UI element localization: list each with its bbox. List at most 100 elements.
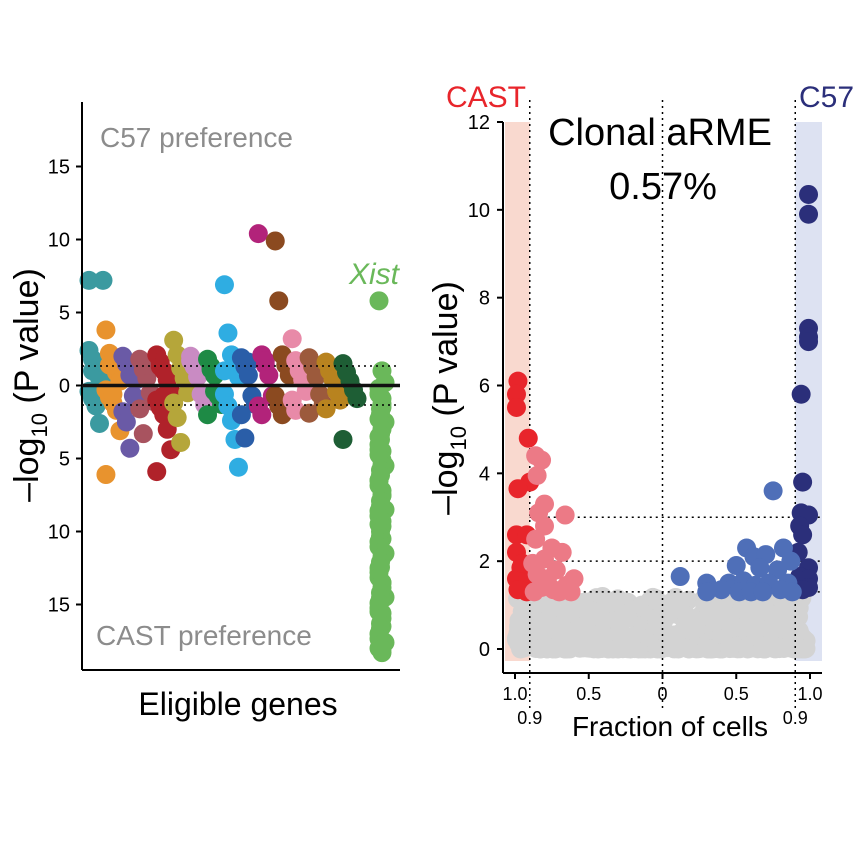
right-nonsig-point bbox=[586, 606, 606, 626]
right-nonsig-point bbox=[533, 612, 553, 632]
left-data-point bbox=[235, 428, 255, 448]
left-data-point bbox=[255, 351, 275, 371]
right-data-point bbox=[799, 332, 819, 352]
right-nonsig-point bbox=[624, 626, 644, 646]
left-y-title-suffix: (P value) bbox=[8, 268, 46, 413]
right-y-tick-label: 6 bbox=[479, 376, 490, 398]
right-nonsig-point bbox=[764, 638, 784, 658]
c57-preference-label: C57 preference bbox=[100, 122, 293, 153]
right-data-point bbox=[697, 582, 717, 602]
left-data-point bbox=[259, 365, 279, 385]
left-data-point bbox=[133, 424, 153, 444]
right-y-title-prefix: –log bbox=[427, 451, 465, 515]
right-y-title-suffix: (P value) bbox=[427, 281, 465, 426]
right-y-ticks: 0 2 4 6 8 10 12 bbox=[468, 112, 503, 661]
right-data-point bbox=[799, 184, 819, 204]
right-data-point bbox=[518, 428, 538, 448]
xist-label: Xist bbox=[348, 258, 401, 291]
left-data-point bbox=[333, 430, 353, 450]
left-data-point bbox=[181, 351, 201, 371]
right-nonsig-point bbox=[789, 621, 809, 641]
left-data-point bbox=[228, 457, 248, 477]
right-data-point bbox=[524, 582, 544, 602]
left-data-point bbox=[93, 270, 113, 290]
left-data-point bbox=[347, 389, 367, 409]
left-y-tick-label: 10 bbox=[48, 230, 70, 252]
left-data-point bbox=[231, 405, 251, 425]
left-data-point bbox=[214, 361, 234, 381]
left-y-tick-label: 15 bbox=[48, 157, 70, 179]
left-data-point bbox=[299, 403, 319, 423]
left-data-point bbox=[198, 405, 218, 425]
right-data-point bbox=[712, 580, 731, 600]
right-panel: 0 2 4 6 8 10 12 1.0 0.5 0 0.5 1.0 0.9 0.9 CAST C57 C… bbox=[427, 81, 854, 742]
right-nonsig-point bbox=[648, 639, 668, 659]
left-data-point bbox=[372, 639, 392, 659]
left-y-tick-label: 0 bbox=[59, 376, 70, 398]
right-data-point bbox=[793, 472, 813, 492]
left-data-point bbox=[218, 323, 238, 343]
right-data-point bbox=[799, 204, 819, 224]
right-nonsig-point bbox=[714, 594, 734, 614]
left-data-point bbox=[269, 291, 289, 311]
left-data-point bbox=[96, 320, 116, 340]
left-data-point bbox=[130, 399, 150, 419]
left-y-tick-label: 5 bbox=[59, 303, 70, 325]
left-data-point bbox=[238, 365, 258, 385]
left-y-axis-title: –log10 (P value) bbox=[8, 268, 52, 502]
right-nonsig-point bbox=[738, 636, 758, 656]
left-data-point bbox=[164, 393, 184, 413]
left-data-point bbox=[369, 291, 389, 311]
right-nonsig-point bbox=[675, 638, 695, 658]
left-data-point bbox=[137, 368, 157, 388]
right-y-tick-label: 2 bbox=[479, 551, 490, 573]
right-nonsig-point bbox=[647, 614, 667, 634]
right-data-point bbox=[750, 558, 770, 578]
right-x-subtick-label: 0.9 bbox=[783, 708, 808, 728]
left-data-point bbox=[99, 355, 119, 375]
left-data-point bbox=[120, 438, 140, 458]
right-x-ticks: 1.0 0.5 0 0.5 1.0 0.9 0.9 bbox=[502, 673, 823, 728]
left-y-tick-label: 5 bbox=[59, 449, 70, 471]
right-data-point bbox=[552, 542, 572, 562]
left-y-title-prefix: –log bbox=[8, 438, 46, 502]
right-data-point bbox=[753, 582, 773, 602]
left-y-title-sub: 10 bbox=[27, 413, 52, 437]
right-nonsig-point bbox=[679, 610, 699, 630]
right-data-point bbox=[527, 466, 547, 486]
right-y-tick-label: 10 bbox=[468, 200, 490, 222]
right-data-point bbox=[555, 505, 575, 525]
right-data-point bbox=[791, 384, 811, 404]
right-nonsig-point bbox=[613, 604, 633, 624]
left-data-point bbox=[90, 413, 109, 433]
left-points bbox=[79, 224, 395, 663]
left-data-point bbox=[218, 396, 238, 416]
right-nonsig-point bbox=[509, 617, 529, 637]
left-data-point bbox=[103, 384, 123, 404]
right-nonsig-point bbox=[536, 595, 556, 615]
right-data-point bbox=[782, 582, 802, 602]
right-x-tick-label: 1.0 bbox=[502, 684, 527, 704]
left-data-point bbox=[164, 330, 184, 350]
right-x-subtick-label: 0.9 bbox=[517, 708, 542, 728]
left-data-point bbox=[79, 270, 99, 290]
right-y-title-sub: 10 bbox=[446, 426, 471, 450]
right-nonsig-point bbox=[763, 614, 783, 634]
right-x-tick-label: 0 bbox=[657, 684, 667, 704]
left-data-point bbox=[96, 465, 116, 485]
left-data-point bbox=[316, 399, 336, 419]
right-nonsig-point bbox=[711, 624, 731, 644]
right-nonsig-point bbox=[560, 639, 580, 659]
left-y-ticks: 15 10 5 0 5 10 15 bbox=[48, 157, 82, 617]
c57-label: C57 bbox=[799, 81, 854, 114]
right-nonsig-point bbox=[598, 639, 618, 659]
right-nonsig-point bbox=[711, 610, 731, 630]
left-y-tick-label: 10 bbox=[48, 522, 70, 544]
right-data-point bbox=[532, 450, 552, 470]
left-data-point bbox=[252, 405, 272, 425]
right-nonsig-points bbox=[506, 586, 816, 659]
right-nonsig-point bbox=[512, 634, 532, 654]
left-data-point bbox=[265, 231, 285, 251]
right-y-tick-label: 4 bbox=[479, 463, 490, 485]
